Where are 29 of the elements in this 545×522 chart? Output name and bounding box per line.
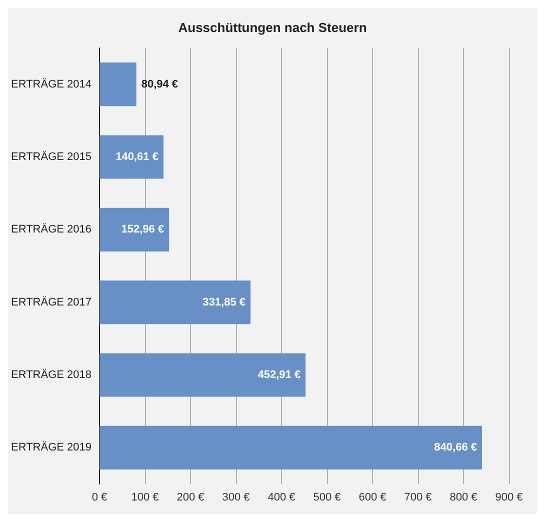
x-tick-label: 400 € (268, 492, 296, 504)
x-tick-label: 900 € (495, 492, 523, 504)
bar (100, 426, 482, 470)
bar (100, 62, 136, 106)
x-tick-label: 700 € (404, 492, 432, 504)
y-tick-label: ERTRÄGE 2016 (10, 222, 92, 236)
y-tick-label: ERTRÄGE 2014 (10, 77, 92, 90)
bar (100, 353, 306, 397)
data-label: 152,96 € (121, 224, 164, 236)
data-label: 331,85 € (202, 296, 246, 308)
bar (100, 280, 250, 324)
x-tick-label: 800 € (450, 492, 478, 504)
chart-title: Ausschüttungen nach Steuern (178, 20, 367, 35)
x-tick-label: 200 € (176, 492, 204, 504)
x-tick-label: 500 € (313, 492, 341, 504)
x-tick-label: 0 € (92, 492, 108, 504)
data-label: 452,91 € (258, 369, 301, 381)
x-tick-label: 600 € (358, 492, 386, 504)
x-tick-label: 100 € (131, 492, 159, 504)
data-label: 80,94 € (141, 78, 178, 90)
bar (100, 208, 170, 252)
bar (100, 135, 164, 179)
y-tick-label: ERTRÄGE 2018 (10, 368, 92, 381)
y-tick-label: ERTRÄGE 2015 (10, 150, 92, 163)
y-tick-label: ERTRÄGE 2019 (10, 440, 92, 454)
y-tick-label: ERTRÄGE 2017 (10, 295, 92, 308)
data-label: 840,66 € (434, 442, 477, 454)
x-tick-label: 300 € (222, 492, 250, 504)
data-label: 140,61 € (116, 151, 158, 163)
